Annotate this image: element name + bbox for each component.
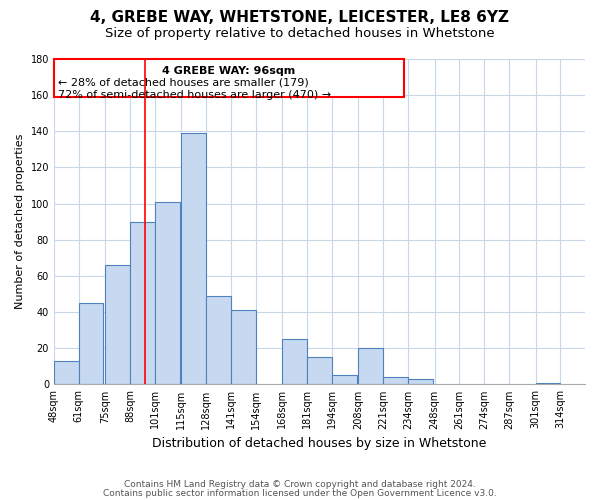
Bar	[130, 222, 155, 384]
Text: ← 28% of detached houses are smaller (179): ← 28% of detached houses are smaller (17…	[58, 78, 308, 88]
Bar	[332, 376, 356, 384]
Bar	[54, 59, 404, 97]
Bar	[79, 303, 103, 384]
Bar	[206, 296, 231, 384]
Bar	[54, 361, 79, 384]
Bar	[307, 358, 332, 384]
Bar	[383, 377, 408, 384]
Text: Contains HM Land Registry data © Crown copyright and database right 2024.: Contains HM Land Registry data © Crown c…	[124, 480, 476, 489]
Bar	[358, 348, 383, 384]
Text: 72% of semi-detached houses are larger (470) →: 72% of semi-detached houses are larger (…	[58, 90, 331, 100]
Y-axis label: Number of detached properties: Number of detached properties	[15, 134, 25, 310]
Bar	[408, 379, 433, 384]
Bar	[106, 265, 130, 384]
Bar	[536, 382, 560, 384]
Text: 4, GREBE WAY, WHETSTONE, LEICESTER, LE8 6YZ: 4, GREBE WAY, WHETSTONE, LEICESTER, LE8 …	[91, 10, 509, 25]
Bar	[283, 339, 307, 384]
Text: Size of property relative to detached houses in Whetstone: Size of property relative to detached ho…	[105, 28, 495, 40]
Text: 4 GREBE WAY: 96sqm: 4 GREBE WAY: 96sqm	[163, 66, 296, 76]
Bar	[181, 133, 206, 384]
X-axis label: Distribution of detached houses by size in Whetstone: Distribution of detached houses by size …	[152, 437, 487, 450]
Text: Contains public sector information licensed under the Open Government Licence v3: Contains public sector information licen…	[103, 488, 497, 498]
Bar	[155, 202, 179, 384]
Bar	[231, 310, 256, 384]
